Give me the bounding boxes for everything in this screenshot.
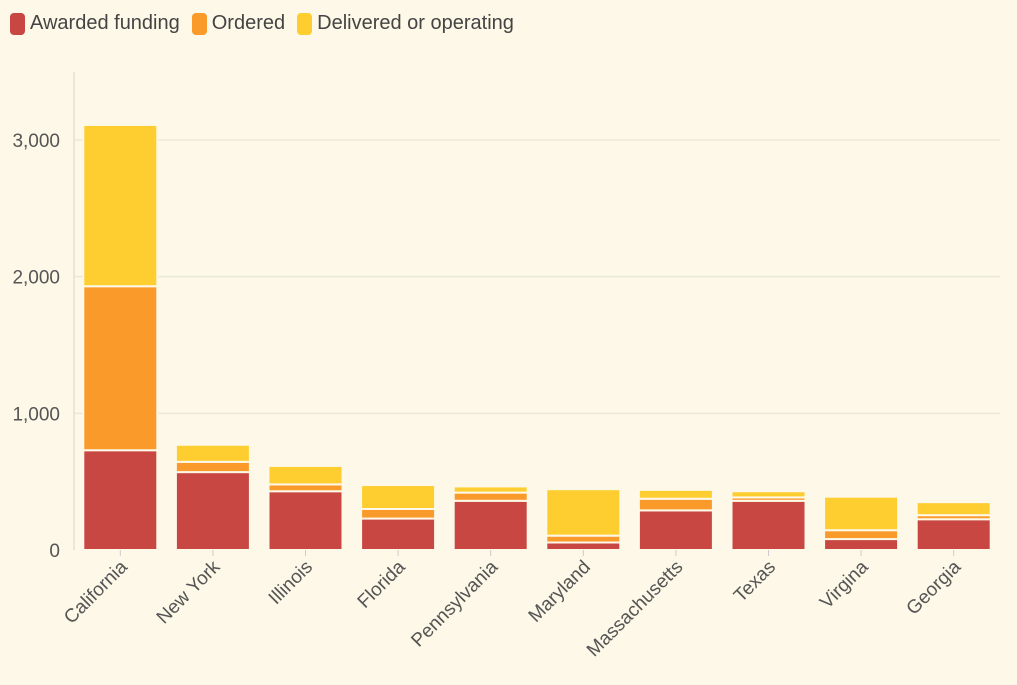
bar-delivered-or-operating-texas[interactable]	[730, 490, 807, 499]
x-tick-label-texas: Texas	[730, 557, 780, 607]
legend-swatch-awarded-funding	[10, 12, 25, 35]
x-tick-label-california: California	[60, 556, 132, 628]
bar-delivered-or-operating-pennsylvania[interactable]	[452, 485, 529, 494]
bar-delivered-or-operating-california[interactable]	[82, 123, 159, 288]
legend-label-delivered-or-operating: Delivered or operating	[317, 12, 514, 34]
bar-awarded-funding-georgia[interactable]	[915, 518, 992, 551]
legend-item-delivered-or-operating[interactable]: Delivered or operating	[297, 12, 514, 35]
legend-item-ordered[interactable]: Ordered	[191, 12, 286, 35]
bar-delivered-or-operating-massachusetts[interactable]	[637, 488, 714, 500]
y-tick-label: 3,000	[12, 131, 60, 152]
bar-delivered-or-operating-florida[interactable]	[360, 484, 437, 511]
legend-item-awarded-funding[interactable]: Awarded funding	[10, 12, 180, 35]
bar-delivered-or-operating-georgia[interactable]	[915, 501, 992, 517]
legend-swatch-delivered-or-operating	[297, 12, 313, 35]
bar-delivered-or-operating-maryland[interactable]	[545, 488, 622, 537]
bar-ordered-pennsylvania[interactable]	[452, 491, 529, 502]
bar-ordered-florida[interactable]	[360, 508, 437, 520]
x-tick-label-massachusetts: Massachusetts	[583, 557, 687, 661]
x-tick-label-new-york: New York	[153, 556, 225, 628]
legend-label-ordered: Ordered	[211, 12, 286, 34]
bar-awarded-funding-pennsylvania[interactable]	[452, 499, 529, 551]
legend-swatch-ordered	[191, 12, 207, 35]
y-tick-label: 2,000	[12, 268, 60, 289]
bar-awarded-funding-massachusetts[interactable]	[637, 509, 714, 552]
bar-ordered-maryland[interactable]	[545, 534, 622, 544]
bar-awarded-funding-illinois[interactable]	[267, 490, 344, 552]
x-tick-label-georgia: Georgia	[903, 556, 966, 619]
bar-ordered-california[interactable]	[82, 285, 159, 452]
bar-delivered-or-operating-virgina[interactable]	[823, 495, 900, 532]
x-tick-label-maryland: Maryland	[525, 557, 595, 627]
bar-delivered-or-operating-illinois[interactable]	[267, 464, 344, 486]
y-tick-label: 1,000	[12, 404, 60, 425]
x-tick-label-florida: Florida	[354, 556, 410, 612]
bar-awarded-funding-florida[interactable]	[360, 517, 437, 551]
legend-label-awarded-funding: Awarded funding	[30, 12, 180, 34]
bar-awarded-funding-maryland[interactable]	[545, 541, 622, 552]
legend: Awarded funding Ordered Delivered or ope…	[10, 12, 514, 35]
x-tick-label-virgina: Virgina	[816, 556, 873, 613]
bar-awarded-funding-virgina[interactable]	[823, 538, 900, 551]
bar-awarded-funding-california[interactable]	[82, 449, 159, 552]
bar-ordered-new-york[interactable]	[174, 460, 251, 474]
bar-ordered-virgina[interactable]	[823, 529, 900, 541]
bar-ordered-massachusetts[interactable]	[637, 497, 714, 512]
bar-ordered-illinois[interactable]	[267, 483, 344, 493]
x-tick-label-illinois: Illinois	[265, 557, 317, 609]
bar-awarded-funding-texas[interactable]	[730, 499, 807, 551]
bar-awarded-funding-new-york[interactable]	[174, 471, 251, 552]
bar-delivered-or-operating-new-york[interactable]	[174, 443, 251, 463]
y-tick-label: 0	[49, 541, 60, 562]
x-tick-label-pennsylvania: Pennsylvania	[407, 556, 502, 651]
